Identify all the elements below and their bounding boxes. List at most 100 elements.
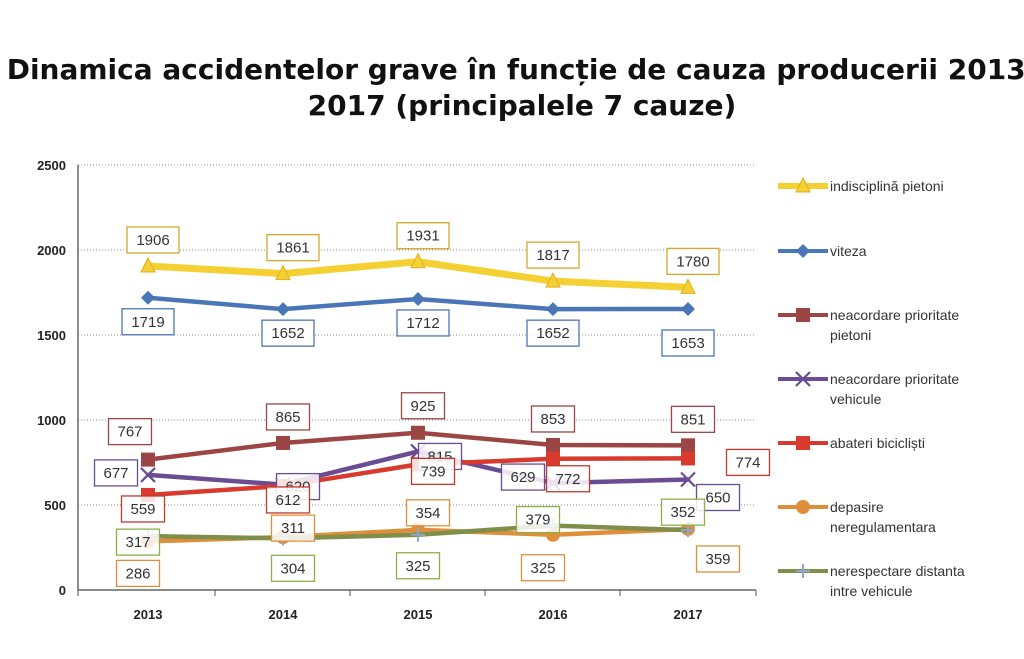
data-label-text: 317 bbox=[125, 534, 150, 551]
data-label: 317 bbox=[115, 528, 161, 556]
legend-item: neacordare prioritate vehicule bbox=[778, 371, 959, 407]
data-label: 1780 bbox=[666, 247, 720, 276]
legend-item: indisciplină pietoni bbox=[778, 176, 944, 194]
data-label-text: 853 bbox=[540, 411, 565, 428]
data-label-box bbox=[115, 559, 161, 588]
data-label-box bbox=[120, 495, 166, 523]
x-tick-label: 2013 bbox=[134, 607, 163, 622]
data-label: 1931 bbox=[396, 222, 450, 250]
series-2 bbox=[141, 425, 695, 467]
data-label-text: 325 bbox=[405, 558, 430, 575]
data-label-box bbox=[396, 309, 450, 337]
point-marker bbox=[410, 252, 426, 269]
data-label-box bbox=[695, 545, 741, 573]
data-label-text: 559 bbox=[130, 501, 155, 518]
data-label-box bbox=[400, 392, 446, 420]
legend-label: abateri bicicliști bbox=[830, 435, 925, 451]
data-label-text: 865 bbox=[275, 409, 300, 426]
y-tick-label: 2000 bbox=[37, 243, 66, 258]
y-tick-label: 2500 bbox=[37, 158, 66, 173]
data-label-box bbox=[266, 233, 320, 262]
data-label-box bbox=[270, 554, 316, 582]
point-marker bbox=[411, 291, 425, 306]
data-label-box bbox=[545, 465, 591, 493]
point-marker bbox=[681, 438, 695, 453]
point-marker bbox=[141, 290, 155, 305]
y-tick-label: 1500 bbox=[37, 328, 66, 343]
data-label-text: 325 bbox=[530, 560, 555, 577]
data-label: 650 bbox=[695, 483, 741, 512]
point-marker bbox=[680, 278, 696, 294]
legend-item: depasire neregulamentara bbox=[778, 499, 936, 535]
data-label-box bbox=[530, 405, 576, 433]
point-marker bbox=[680, 471, 696, 488]
legend-label: neregulamentara bbox=[830, 519, 936, 535]
data-label: 677 bbox=[93, 459, 139, 487]
data-label: 1652 bbox=[526, 319, 580, 347]
data-label: 1906 bbox=[126, 226, 180, 254]
data-label-box bbox=[396, 222, 450, 250]
data-label: 1817 bbox=[526, 241, 580, 269]
data-label-box bbox=[270, 514, 316, 542]
point-marker bbox=[275, 264, 291, 281]
data-label-box bbox=[526, 241, 580, 269]
legend-label: nerespectare distanta bbox=[830, 563, 965, 579]
y-tick-label: 1000 bbox=[37, 413, 66, 428]
data-label: 629 bbox=[500, 463, 546, 491]
point-marker bbox=[276, 302, 290, 317]
data-label: 853 bbox=[530, 405, 576, 433]
legend-label: indisciplină pietoni bbox=[830, 178, 944, 194]
x-tick-label: 2015 bbox=[404, 607, 433, 622]
data-label: 354 bbox=[405, 499, 451, 527]
x-tick-label: 2017 bbox=[674, 607, 703, 622]
data-label: 612 bbox=[265, 486, 311, 514]
point-marker bbox=[796, 308, 810, 322]
legend-item: nerespectare distanta intre vehicule bbox=[778, 563, 965, 599]
data-labels: 1906 1861 1931 1817 1780 1719 1652 1712 1652 1653… bbox=[93, 222, 771, 588]
legend-item: viteza bbox=[778, 243, 867, 259]
data-label-box bbox=[670, 405, 716, 433]
data-label: 352 bbox=[660, 498, 706, 526]
point-marker bbox=[796, 436, 810, 450]
point-marker bbox=[141, 452, 155, 467]
data-label: 739 bbox=[410, 457, 456, 486]
data-label-box bbox=[405, 499, 451, 527]
point-marker bbox=[545, 271, 561, 288]
point-marker bbox=[140, 467, 156, 483]
data-label: 774 bbox=[725, 448, 771, 477]
data-label: 865 bbox=[265, 403, 311, 431]
data-label-text: 1861 bbox=[276, 240, 309, 257]
data-label-text: 1712 bbox=[406, 315, 439, 332]
legend-label: neacordare prioritate bbox=[830, 371, 959, 387]
data-label-text: 352 bbox=[670, 504, 695, 521]
data-label-text: 677 bbox=[103, 465, 128, 482]
series-layer bbox=[140, 252, 696, 549]
data-label-box bbox=[500, 463, 546, 491]
data-label-box bbox=[410, 457, 456, 486]
point-marker bbox=[795, 176, 811, 193]
point-marker bbox=[276, 435, 290, 450]
point-marker bbox=[795, 371, 811, 387]
data-label-text: 1652 bbox=[536, 325, 569, 342]
data-label-text: 311 bbox=[281, 520, 305, 537]
data-label: 851 bbox=[670, 405, 716, 433]
data-label-box bbox=[395, 552, 441, 580]
data-label: 379 bbox=[515, 505, 561, 534]
data-label-text: 739 bbox=[420, 463, 445, 480]
point-marker bbox=[681, 451, 695, 466]
data-label-box bbox=[265, 403, 311, 431]
legend-item: neacordare prioritate pietoni bbox=[778, 307, 959, 343]
point-marker bbox=[411, 425, 425, 440]
data-label-text: 1906 bbox=[136, 232, 169, 249]
point-marker bbox=[546, 302, 560, 317]
axes: 0 500 1000 1500 2000 2500 2013 2014 2015 2016 2017 bbox=[37, 158, 757, 622]
legend-label: depasire bbox=[830, 499, 884, 515]
data-label: 559 bbox=[120, 495, 166, 523]
point-marker bbox=[546, 437, 560, 452]
data-label-box bbox=[126, 226, 180, 254]
data-label-text: 359 bbox=[705, 551, 730, 568]
point-marker bbox=[796, 564, 810, 578]
point-marker bbox=[796, 244, 810, 258]
data-label-text: 1817 bbox=[536, 247, 569, 264]
